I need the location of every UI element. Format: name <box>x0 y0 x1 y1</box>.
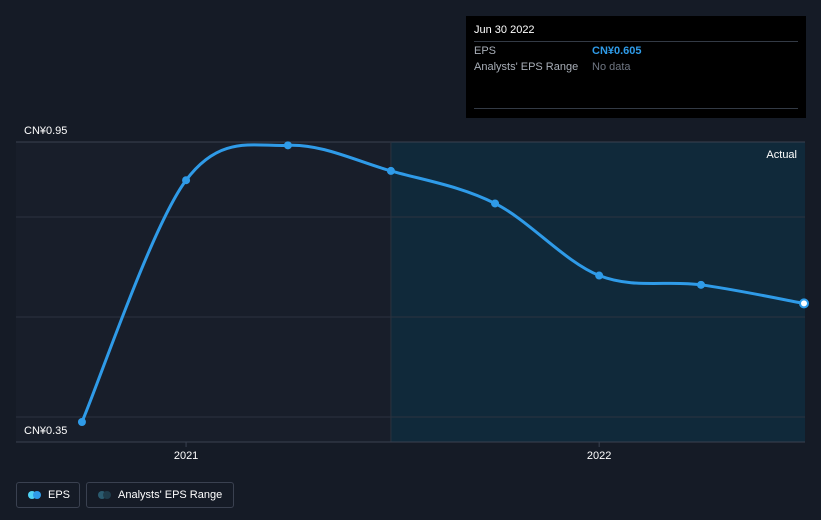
tooltip-row-eps: EPS CN¥0.605 <box>474 41 798 59</box>
tooltip-divider <box>474 108 798 110</box>
eps-data-point[interactable] <box>697 280 706 289</box>
actual-label: Actual <box>766 149 797 161</box>
eps-data-point[interactable] <box>182 176 191 185</box>
gridlines <box>16 141 805 442</box>
legend-range-toggle[interactable]: Analysts' EPS Range <box>86 482 234 508</box>
y-axis-top-label: CN¥0.95 <box>24 125 67 137</box>
eps-data-point[interactable] <box>283 141 292 150</box>
x-axis-ticks: 2021 2022 <box>174 442 611 462</box>
hover-tooltip: Jun 30 2022 EPS CN¥0.605 Analysts' EPS R… <box>466 16 806 118</box>
legend-eps-label: EPS <box>48 489 71 501</box>
tooltip-eps-value: CN¥0.605 <box>592 45 642 57</box>
tooltip-date: Jun 30 2022 <box>474 24 535 36</box>
tooltip-row-range: Analysts' EPS Range No data <box>474 58 798 75</box>
legend-range-label: Analysts' EPS Range <box>118 489 223 501</box>
x-tick-label: 2021 <box>174 450 198 462</box>
past-period-shade <box>16 142 391 442</box>
range-legend-icon <box>98 491 112 499</box>
tooltip-range-label: Analysts' EPS Range <box>474 61 579 73</box>
eps-data-point[interactable] <box>77 418 86 426</box>
x-tick-label: 2022 <box>587 450 611 462</box>
eps-data-point[interactable] <box>799 298 809 309</box>
eps-data-point[interactable] <box>595 271 604 280</box>
y-axis-bottom-label: CN¥0.35 <box>24 425 67 437</box>
eps-series-line <box>80 143 805 423</box>
eps-legend-icon <box>28 491 42 499</box>
legend-eps-toggle[interactable]: EPS <box>16 482 80 508</box>
eps-data-point[interactable] <box>386 166 395 175</box>
eps-series-points <box>77 141 809 426</box>
tooltip-eps-label: EPS <box>474 45 497 57</box>
eps-data-point[interactable] <box>491 199 500 208</box>
tooltip-range-value: No data <box>592 61 631 73</box>
